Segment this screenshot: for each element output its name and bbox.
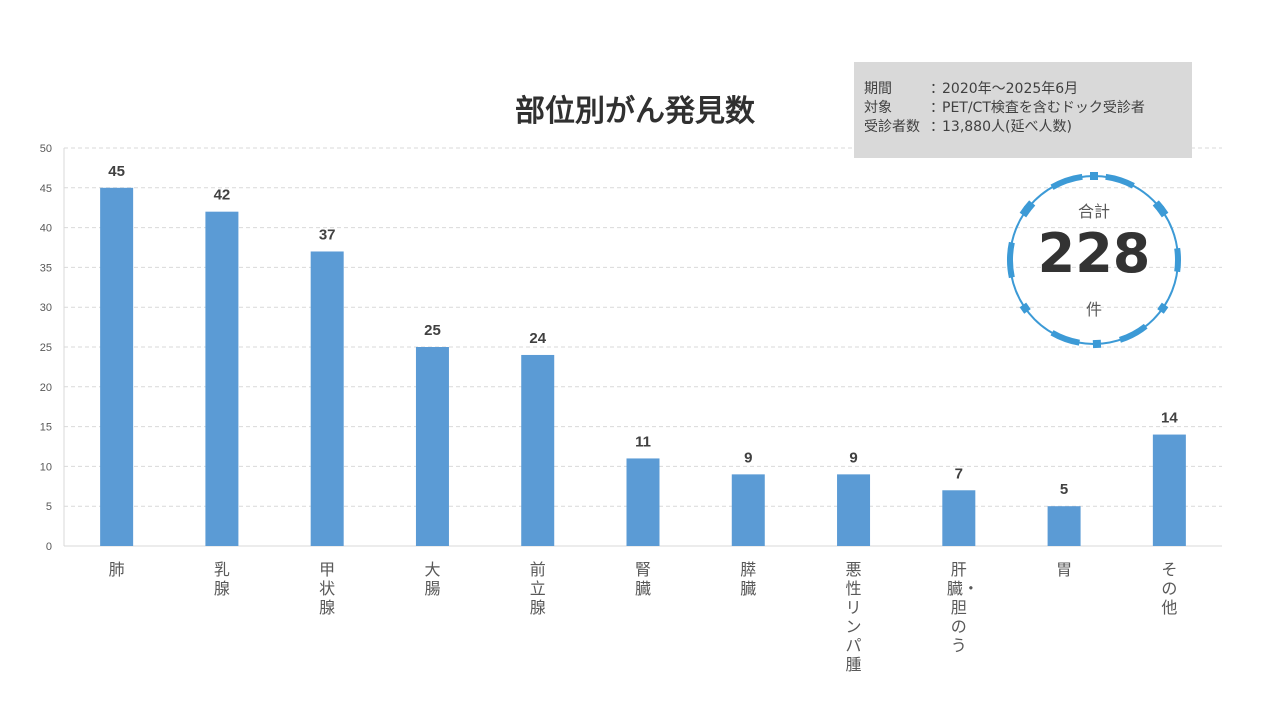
info-row-period: 期間 ： 2020年～2025年6月 xyxy=(864,80,1192,99)
total-unit: 件 xyxy=(1085,300,1102,319)
total-ring-icon xyxy=(1007,172,1181,349)
x-tick-label: 大腸 xyxy=(424,560,441,598)
y-tick-label: 0 xyxy=(46,541,52,553)
data-label: 5 xyxy=(1060,481,1068,498)
x-tick-label: 胃 xyxy=(1056,560,1073,579)
x-tick-label: 乳腺 xyxy=(213,560,230,598)
x-tick-label: 腎臓 xyxy=(634,560,651,598)
bar xyxy=(942,490,976,546)
ring-arc xyxy=(1050,330,1081,346)
info-label: 期間 xyxy=(864,81,892,97)
ring-dot xyxy=(1019,302,1031,314)
info-row-examinees: 受診者数 ： 13,880人(延べ人数) xyxy=(864,118,1192,137)
ring-dot xyxy=(1090,172,1098,180)
x-tick-label: 前立腺 xyxy=(529,560,546,617)
y-tick-label: 5 xyxy=(46,501,52,513)
y-tick-label: 25 xyxy=(40,342,52,354)
y-tick-label: 10 xyxy=(40,461,52,473)
info-row-target: 対象 ： PET/CT検査を含むドック受診者 xyxy=(864,99,1192,118)
y-tick-label: 40 xyxy=(40,223,52,235)
info-colon: ： xyxy=(930,81,944,97)
y-tick-label: 20 xyxy=(40,382,52,394)
ring-arc xyxy=(1174,247,1181,273)
ring-arc xyxy=(1118,323,1148,343)
bar xyxy=(100,187,134,547)
data-label: 7 xyxy=(955,465,963,482)
info-label: 対象 xyxy=(864,100,892,116)
info-value: 13,880人(延べ人数) xyxy=(942,119,1072,135)
bar xyxy=(1152,434,1186,546)
x-tick-label: 膵臓 xyxy=(740,560,757,598)
info-colon: ： xyxy=(930,119,944,135)
grid-lines xyxy=(64,147,1222,507)
y-tick-label: 30 xyxy=(40,302,52,314)
x-tick-label: 甲状腺 xyxy=(319,560,336,617)
y-tick-label: 35 xyxy=(40,262,52,274)
bars xyxy=(100,187,1186,547)
data-label: 37 xyxy=(319,226,336,243)
ring-arc xyxy=(1105,173,1135,189)
bar xyxy=(837,474,871,546)
info-box: 期間 ： 2020年～2025年6月 対象 ： PET/CT検査を含むドック受診… xyxy=(854,62,1192,158)
chart-title: 部位別がん発見数 xyxy=(515,94,755,129)
y-tick-label: 15 xyxy=(40,422,52,434)
ring-marks xyxy=(1007,172,1181,349)
ring-arc xyxy=(1007,241,1015,279)
y-tick-label: 50 xyxy=(40,143,52,155)
data-labels: 45 42 37 25 24 11 9 9 7 5 14 xyxy=(108,163,1178,498)
y-tick-labels: 0 5 10 15 20 25 30 35 40 45 50 xyxy=(40,143,52,553)
info-value: 2020年～2025年6月 xyxy=(942,81,1079,97)
info-colon: ： xyxy=(930,100,944,116)
x-tick-label: 肺 xyxy=(108,560,125,579)
data-label: 24 xyxy=(529,330,546,347)
bar xyxy=(731,474,765,546)
bar xyxy=(1047,506,1081,546)
data-label: 11 xyxy=(635,433,651,450)
bar xyxy=(205,211,239,546)
ring-dot xyxy=(1157,302,1169,314)
x-tick-label: 悪性リンパ腫 xyxy=(845,560,862,674)
bar xyxy=(626,458,660,546)
total-label: 合計 xyxy=(1077,202,1110,221)
info-label: 受診者数 xyxy=(864,119,920,135)
data-label: 14 xyxy=(1161,410,1178,427)
ring-arc xyxy=(1050,173,1083,190)
bar xyxy=(415,347,449,546)
data-label: 25 xyxy=(424,322,441,339)
data-label: 45 xyxy=(108,163,125,180)
bar xyxy=(310,251,344,547)
data-label: 42 xyxy=(214,187,231,204)
bar xyxy=(521,354,555,546)
data-label: 9 xyxy=(849,449,857,466)
info-value: PET/CT検査を含むドック受診者 xyxy=(942,100,1145,116)
ring-dot xyxy=(1092,339,1102,349)
data-label: 9 xyxy=(744,449,752,466)
ring-dot xyxy=(1019,206,1031,218)
ring-dot xyxy=(1157,206,1169,218)
y-tick-label: 45 xyxy=(40,183,52,195)
total-value: 228 xyxy=(1037,222,1151,285)
x-tick-label: その他 xyxy=(1161,560,1178,617)
x-tick-label: 肝臓・胆のう xyxy=(946,560,979,655)
